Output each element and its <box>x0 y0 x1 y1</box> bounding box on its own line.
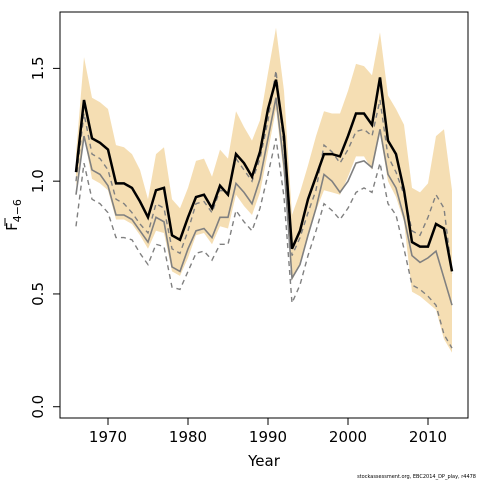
series-line-dashed-1 <box>75 138 453 349</box>
x-tick-label: 2010 <box>409 428 447 446</box>
credit-note: stockassessment.org, EBC2014_DP_play, r4… <box>357 474 476 480</box>
x-axis: 1970 1980 1990 2000 2010 <box>89 417 447 446</box>
y-tick-label: 0.0 <box>29 395 47 419</box>
x-tick-label: 1970 <box>89 428 127 446</box>
y-tick-label: 0.5 <box>29 282 47 306</box>
y-axis-title: F4−6 <box>3 199 24 231</box>
x-axis-title: Year <box>247 452 281 470</box>
confidence-band <box>76 27 452 353</box>
confidence-band-layer <box>76 27 452 353</box>
y-tick-label: 1.0 <box>29 169 47 193</box>
y-axis-title-text: F4−6 <box>3 199 24 231</box>
y-axis: 0.0 0.5 1.0 1.5 <box>29 56 61 419</box>
y-axis-title-main: F <box>3 222 21 231</box>
series-line-gray <box>75 97 453 306</box>
y-tick-label: 1.5 <box>29 56 47 80</box>
y-axis-title-subscript: 4−6 <box>11 199 24 222</box>
x-tick-label: 1990 <box>249 428 287 446</box>
series-lines-layer <box>74 70 454 349</box>
x-tick-label: 1980 <box>169 428 207 446</box>
x-tick-label: 2000 <box>329 428 367 446</box>
series-line-main <box>74 77 454 272</box>
